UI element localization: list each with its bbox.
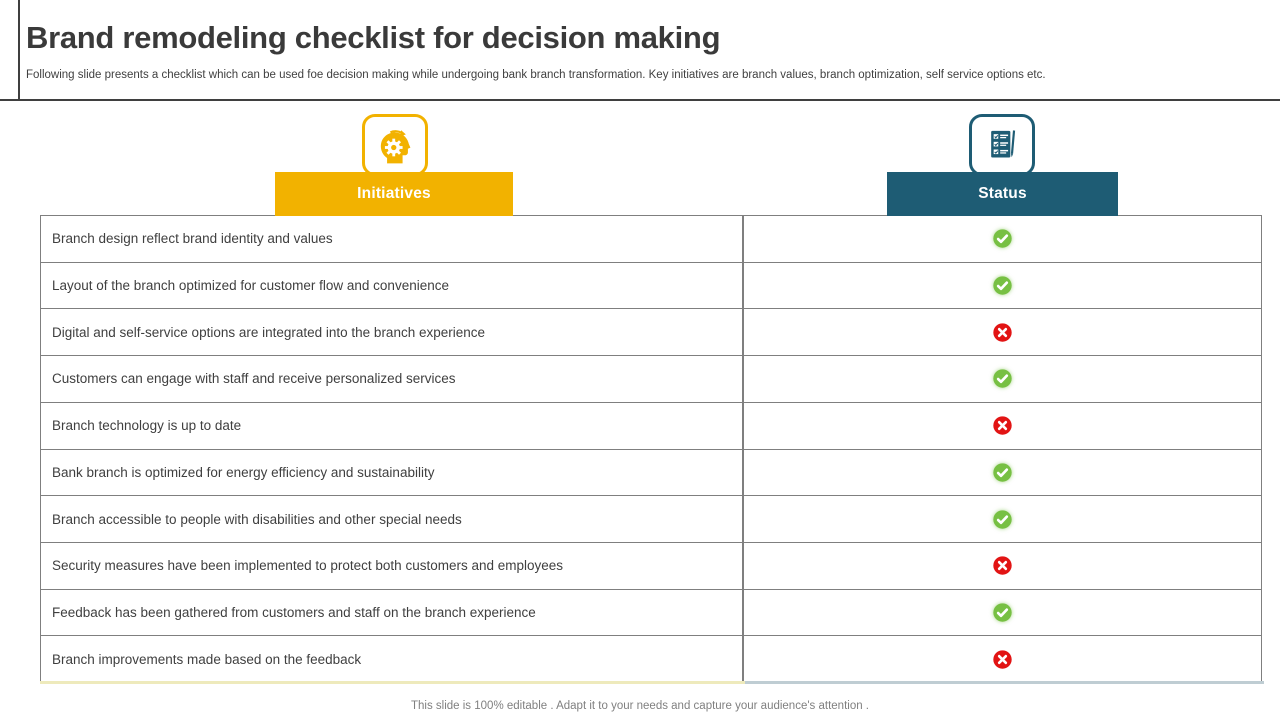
status-cell xyxy=(744,590,1261,636)
check-circle-icon xyxy=(993,463,1012,482)
cross-circle-icon xyxy=(993,323,1012,342)
table-row: Security measures have been implemented … xyxy=(41,542,1261,590)
initiative-cell: Layout of the branch optimized for custo… xyxy=(41,262,744,309)
initiatives-column-label: Initiatives xyxy=(357,185,431,202)
initiative-cell: Feedback has been gathered from customer… xyxy=(41,589,744,636)
cross-circle-icon xyxy=(993,649,1012,669)
initiative-text: Branch design reflect brand identity and… xyxy=(52,231,333,247)
initiative-cell: Customers can engage with staff and rece… xyxy=(41,356,744,402)
initiative-cell: Security measures have been implemented … xyxy=(41,542,744,589)
initiatives-column-header: Initiatives xyxy=(275,172,513,216)
table-row: Branch design reflect brand identity and… xyxy=(41,216,1261,263)
table-row: Layout of the branch optimized for custo… xyxy=(41,262,1261,310)
status-cell xyxy=(744,216,1261,262)
check-circle-icon xyxy=(993,603,1012,622)
header-divider xyxy=(0,99,1280,101)
table-bottom-accent-initiatives xyxy=(40,681,745,684)
status-cell xyxy=(744,403,1261,449)
cross-circle-icon xyxy=(993,416,1012,435)
table-row: Branch accessible to people with disabil… xyxy=(41,496,1261,543)
check-circle-icon xyxy=(993,229,1012,249)
slide-title: Brand remodeling checklist for decision … xyxy=(26,20,721,55)
head-gear-icon xyxy=(380,130,411,164)
cross-circle-icon xyxy=(993,556,1012,575)
status-cell xyxy=(744,263,1261,309)
table-row: Digital and self-service options are int… xyxy=(41,309,1261,357)
initiative-text: Digital and self-service options are int… xyxy=(52,324,486,340)
check-circle-icon xyxy=(993,369,1012,389)
initiative-text: Branch technology is up to date xyxy=(52,418,242,434)
initiative-text: Branch accessible to people with disabil… xyxy=(52,511,462,527)
status-cell xyxy=(744,496,1261,542)
initiative-text: Feedback has been gathered from customer… xyxy=(52,604,536,620)
table-bottom-accent-status xyxy=(745,681,1264,684)
checklist-icon xyxy=(991,130,1016,158)
initiatives-icon-box xyxy=(362,114,428,176)
status-cell xyxy=(744,356,1261,402)
initiative-text: Branch improvements made based on the fe… xyxy=(52,651,362,667)
check-circle-icon xyxy=(993,509,1012,529)
status-cell xyxy=(744,450,1261,496)
status-column-label: Status xyxy=(978,185,1027,202)
status-cell xyxy=(744,636,1261,682)
status-cell xyxy=(744,543,1261,589)
status-icon-box xyxy=(969,114,1035,176)
title-left-rule xyxy=(18,0,20,100)
initiative-cell: Branch design reflect brand identity and… xyxy=(41,216,744,262)
initiative-cell: Digital and self-service options are int… xyxy=(41,309,744,356)
check-circle-icon xyxy=(993,276,1012,295)
checklist-table: Branch design reflect brand identity and… xyxy=(40,215,1264,684)
table-row: Bank branch is optimized for energy effi… xyxy=(41,449,1261,497)
table-row: Branch improvements made based on the fe… xyxy=(41,636,1261,683)
checklist-table-body: Branch design reflect brand identity and… xyxy=(41,216,1261,683)
status-column-header: Status xyxy=(887,172,1118,216)
initiative-cell: Branch technology is up to date xyxy=(41,402,744,449)
slide-subtitle: Following slide presents a checklist whi… xyxy=(26,69,1046,81)
initiative-text: Bank branch is optimized for energy effi… xyxy=(52,464,435,480)
status-cell xyxy=(744,309,1261,355)
initiative-text: Security measures have been implemented … xyxy=(52,558,564,574)
initiative-cell: Branch accessible to people with disabil… xyxy=(41,496,744,542)
table-row: Customers can engage with staff and rece… xyxy=(41,356,1261,403)
initiative-text: Layout of the branch optimized for custo… xyxy=(52,278,449,294)
table-row: Branch technology is up to date xyxy=(41,402,1261,450)
footer-note: This slide is 100% editable . Adapt it t… xyxy=(410,700,869,712)
initiative-cell: Branch improvements made based on the fe… xyxy=(41,636,744,683)
initiative-text: Customers can engage with staff and rece… xyxy=(52,371,456,387)
table-row: Feedback has been gathered from customer… xyxy=(41,589,1261,637)
initiative-cell: Bank branch is optimized for energy effi… xyxy=(41,449,744,496)
